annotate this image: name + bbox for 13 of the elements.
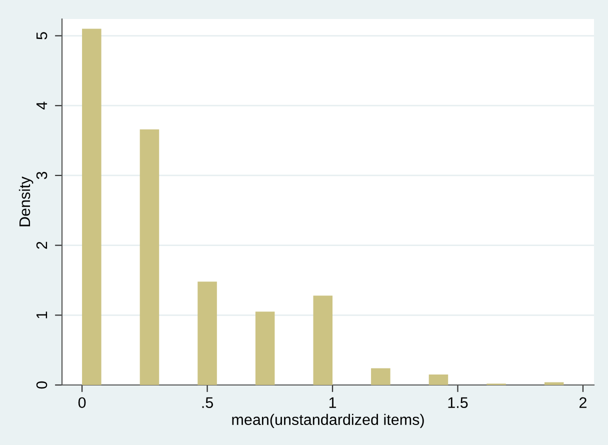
- x-tick-label: .5: [202, 397, 214, 408]
- y-tick-label: 2: [36, 242, 48, 249]
- x-tick-label: 1.5: [448, 397, 468, 408]
- y-tick-label: 1: [36, 312, 48, 318]
- y-tick-label: 0: [36, 381, 48, 389]
- x-tick-label: 0: [78, 397, 86, 408]
- x-tick-label: 1: [329, 397, 336, 408]
- y-axis-title: Density: [18, 176, 34, 226]
- y-tick-label: 4: [36, 102, 48, 110]
- y-tick-label: 3: [36, 172, 48, 180]
- y-tick-label: 5: [36, 32, 48, 40]
- x-tick-label: 2: [580, 397, 586, 408]
- x-axis-title: mean(unstandardized items): [232, 414, 424, 428]
